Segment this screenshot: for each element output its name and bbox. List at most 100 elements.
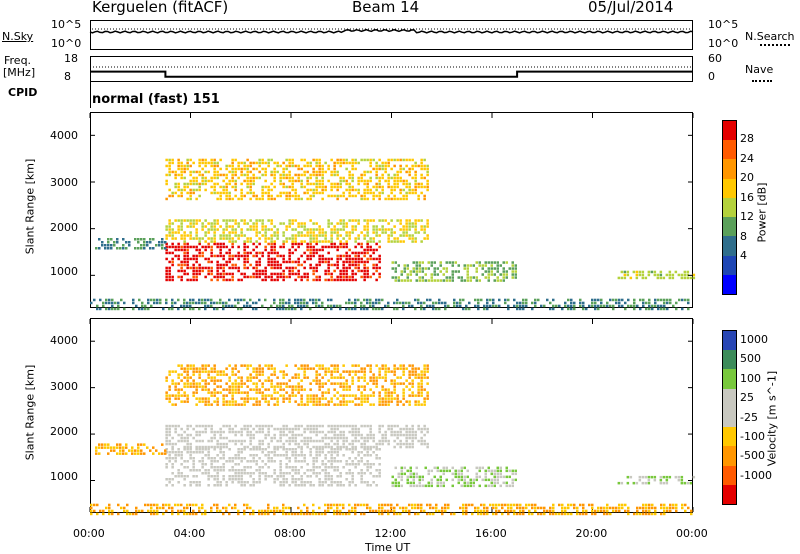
heatmap-cell	[180, 304, 183, 308]
heatmap-cell	[378, 234, 381, 237]
heatmap-cell	[345, 385, 348, 388]
heatmap-cell	[309, 397, 312, 400]
heatmap-cell	[351, 219, 354, 222]
heatmap-cell	[363, 197, 366, 201]
heatmap-cell	[318, 228, 321, 231]
heatmap-cell	[219, 254, 222, 258]
heatmap-cell	[264, 463, 267, 466]
heatmap-cell	[210, 251, 213, 255]
heatmap-cell	[219, 385, 222, 388]
heatmap-cell	[372, 248, 375, 252]
heatmap-cell	[424, 279, 427, 282]
heatmap-cell	[249, 182, 252, 186]
heatmap-cell	[441, 509, 444, 513]
heatmap-cell	[354, 278, 357, 282]
heatmap-cell	[267, 158, 270, 162]
heatmap-cell	[201, 167, 204, 171]
heatmap-cell	[300, 278, 303, 282]
heatmap-cell	[222, 394, 225, 397]
heatmap-cell	[171, 263, 174, 267]
heatmap-cell	[469, 484, 472, 488]
heatmap-cell	[213, 391, 216, 394]
heatmap-cell	[297, 231, 300, 234]
heatmap-cell	[309, 512, 312, 516]
heatmap-cell	[439, 270, 442, 273]
heatmap-cell	[171, 275, 174, 279]
heatmap-cell	[420, 219, 423, 222]
heatmap-cell	[402, 364, 405, 367]
heatmap-cell	[141, 301, 144, 305]
heatmap-cell	[339, 228, 342, 231]
heatmap-cell	[394, 466, 397, 470]
heatmap-cell	[309, 251, 312, 255]
heatmap-cell	[216, 228, 219, 231]
heatmap-cell	[192, 457, 195, 460]
heatmap-cell	[149, 238, 152, 241]
heatmap-cell	[363, 298, 366, 302]
heatmap-cell	[493, 478, 496, 482]
heatmap-cell	[171, 472, 174, 475]
heatmap-cell	[225, 304, 228, 308]
heatmap-cell	[306, 245, 309, 249]
heatmap-cell	[439, 261, 442, 264]
heatmap-cell	[363, 394, 366, 397]
heatmap-cell	[412, 484, 415, 488]
heatmap-cell	[264, 298, 267, 302]
heatmap-cell	[315, 222, 318, 225]
heatmap-cell	[339, 509, 342, 513]
heatmap-cell	[180, 173, 183, 177]
heatmap-cell	[480, 298, 483, 302]
heatmap-cell	[270, 509, 273, 513]
heatmap-cell	[615, 506, 618, 510]
heatmap-cell	[342, 433, 345, 437]
heatmap-cell	[231, 257, 234, 261]
heatmap-cell	[490, 481, 493, 485]
heatmap-cell	[201, 298, 204, 302]
heatmap-cell	[225, 182, 228, 186]
heatmap-cell	[381, 176, 384, 180]
heatmap-cell	[237, 388, 240, 391]
heatmap-cell	[543, 304, 546, 308]
heatmap-cell	[381, 191, 384, 195]
heatmap-cell	[324, 475, 327, 478]
heatmap-cell	[321, 424, 324, 428]
heatmap-cell	[288, 219, 291, 222]
heatmap-cell	[354, 304, 357, 308]
heatmap-cell	[327, 240, 330, 243]
heatmap-cell	[363, 424, 366, 428]
heatmap-cell	[405, 436, 408, 440]
heatmap-cell	[354, 257, 357, 261]
heatmap-cell	[369, 248, 372, 252]
heatmap-cell	[204, 257, 207, 261]
heatmap-cell	[411, 167, 414, 171]
heatmap-cell	[366, 466, 369, 469]
heatmap-cell	[399, 170, 402, 174]
heatmap-cell	[117, 512, 120, 516]
heatmap-cell	[327, 260, 330, 264]
heatmap-cell	[303, 225, 306, 228]
heatmap-cell	[264, 191, 267, 195]
heatmap-cell	[321, 469, 324, 472]
heatmap-cell	[432, 512, 435, 516]
heatmap-cell	[360, 433, 363, 437]
heatmap-cell	[243, 448, 246, 451]
heatmap-cell	[285, 448, 288, 451]
heatmap-cell	[147, 509, 150, 513]
heatmap-cell	[478, 264, 481, 267]
heatmap-cell	[369, 367, 372, 370]
heatmap-cell	[477, 307, 480, 311]
heatmap-cell	[315, 427, 318, 431]
colorbar-segment	[723, 217, 736, 237]
heatmap-cell	[177, 269, 180, 273]
heatmap-cell	[168, 481, 171, 484]
heatmap-cell	[243, 400, 246, 403]
heatmap-cell	[663, 298, 666, 302]
heatmap-cell	[375, 164, 378, 168]
heatmap-cell	[189, 266, 192, 270]
heatmap-cell	[210, 460, 213, 463]
heatmap-cell	[303, 481, 306, 484]
heatmap-cell	[357, 161, 360, 165]
heatmap-cell	[267, 161, 270, 165]
heatmap-cell	[207, 424, 210, 428]
heatmap-cell	[345, 445, 348, 449]
